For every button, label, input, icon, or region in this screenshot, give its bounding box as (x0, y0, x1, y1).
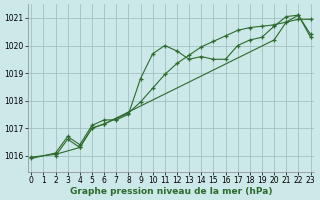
X-axis label: Graphe pression niveau de la mer (hPa): Graphe pression niveau de la mer (hPa) (70, 187, 272, 196)
